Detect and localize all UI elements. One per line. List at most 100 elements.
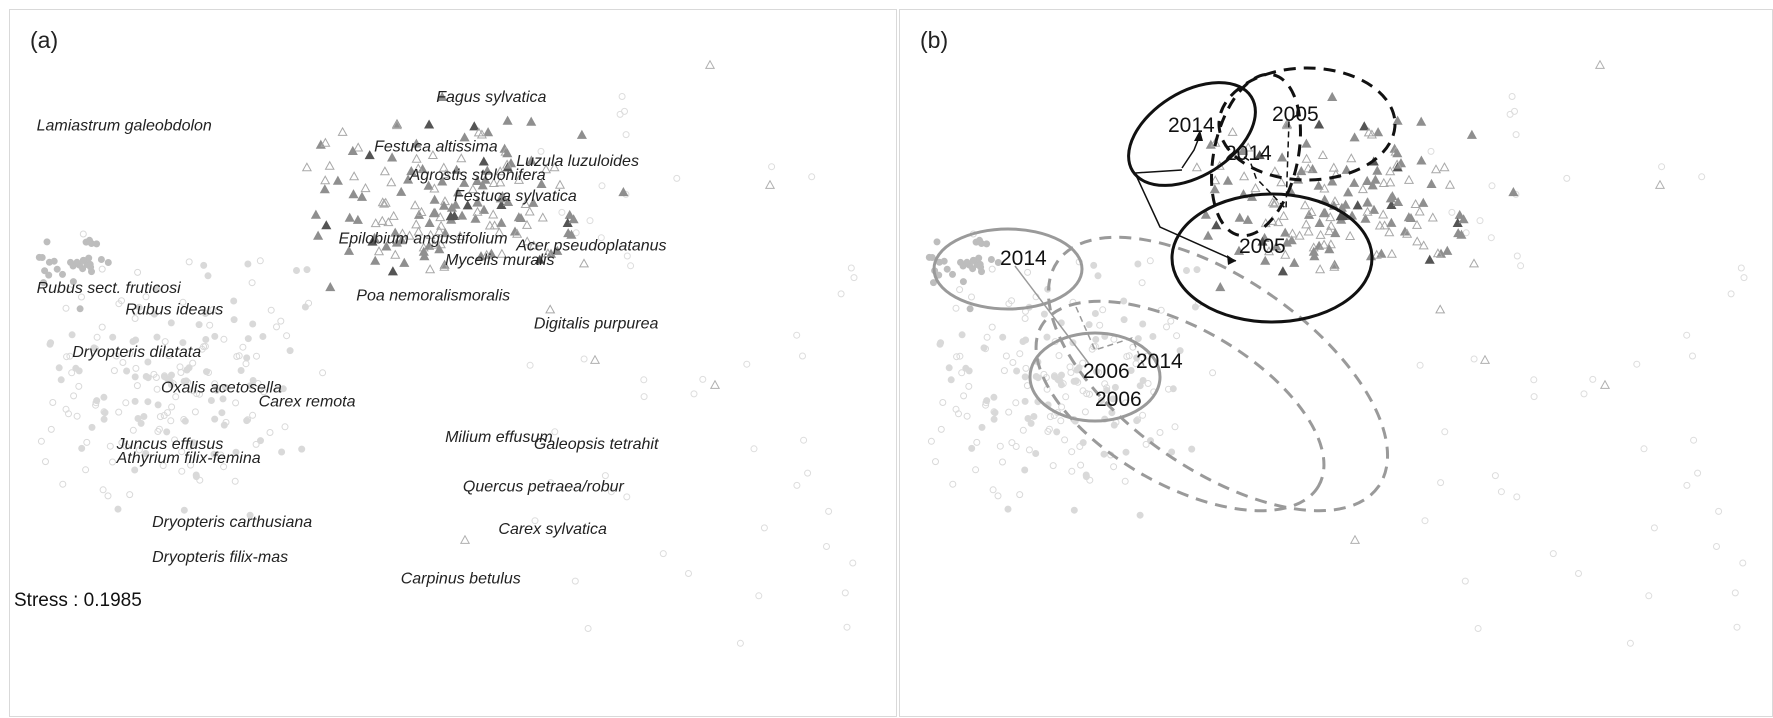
site-point bbox=[736, 639, 744, 647]
site-point bbox=[249, 320, 257, 328]
site-point bbox=[1448, 208, 1456, 216]
site-point bbox=[68, 331, 76, 339]
site-point bbox=[320, 137, 331, 147]
site-point bbox=[434, 225, 445, 236]
site-point bbox=[144, 374, 152, 382]
site-point bbox=[1000, 367, 1008, 375]
site-point bbox=[1094, 272, 1102, 280]
species-label: Dryopteris carthusiana bbox=[152, 514, 312, 531]
site-point bbox=[1077, 461, 1085, 469]
site-point bbox=[248, 279, 256, 287]
site-point bbox=[949, 480, 957, 488]
site-point bbox=[1454, 209, 1465, 219]
site-point bbox=[522, 236, 533, 246]
site-point bbox=[999, 458, 1006, 466]
site-point bbox=[1427, 147, 1435, 155]
site-point bbox=[1057, 381, 1065, 389]
site-point bbox=[403, 174, 414, 184]
site-point bbox=[1013, 367, 1021, 375]
site-point bbox=[1313, 180, 1324, 190]
site-point bbox=[161, 338, 169, 346]
site-point bbox=[456, 153, 467, 163]
site-point bbox=[659, 550, 667, 558]
site-point bbox=[1427, 212, 1438, 222]
site-point bbox=[1200, 209, 1211, 219]
site-point bbox=[1416, 361, 1424, 369]
site-point bbox=[396, 235, 407, 245]
site-point bbox=[1508, 186, 1519, 197]
site-point bbox=[1371, 249, 1382, 259]
site-point bbox=[1234, 212, 1245, 222]
site-point bbox=[768, 163, 776, 171]
site-point bbox=[1250, 182, 1261, 193]
site-point bbox=[1168, 448, 1176, 456]
site-point bbox=[1319, 183, 1330, 193]
site-point bbox=[618, 93, 626, 100]
site-point bbox=[83, 438, 91, 446]
site-point bbox=[278, 448, 286, 456]
site-point bbox=[1269, 166, 1280, 176]
site-point bbox=[356, 191, 368, 201]
site-point bbox=[1421, 517, 1429, 525]
site-point bbox=[1352, 200, 1363, 210]
site-point bbox=[1156, 429, 1164, 436]
site-point bbox=[1416, 155, 1427, 165]
site-point bbox=[1139, 377, 1147, 384]
site-point bbox=[1260, 255, 1271, 265]
site-point bbox=[59, 480, 67, 488]
site-point bbox=[1027, 419, 1035, 427]
ellipse-black-2014-dashed bbox=[1210, 72, 1302, 238]
site-point bbox=[43, 238, 51, 246]
site-point bbox=[513, 174, 525, 184]
site-point bbox=[377, 215, 388, 225]
site-point bbox=[1165, 385, 1172, 393]
site-point bbox=[167, 319, 175, 327]
site-point bbox=[956, 286, 964, 294]
site-point bbox=[253, 352, 260, 360]
site-point bbox=[416, 206, 427, 216]
site-point bbox=[1136, 382, 1144, 390]
site-point bbox=[1563, 174, 1571, 182]
species-label: Rubus sect. fruticosi bbox=[37, 280, 182, 297]
site-point bbox=[313, 230, 324, 240]
site-point bbox=[411, 153, 422, 163]
site-point bbox=[1530, 376, 1538, 384]
site-point bbox=[434, 244, 445, 254]
site-point bbox=[344, 212, 355, 222]
site-point bbox=[1306, 206, 1317, 216]
site-point bbox=[469, 121, 480, 131]
site-point bbox=[564, 209, 575, 219]
site-point bbox=[152, 374, 160, 381]
site-point bbox=[1737, 264, 1745, 272]
site-point bbox=[823, 543, 830, 550]
site-point bbox=[502, 115, 513, 125]
site-point bbox=[1183, 267, 1190, 274]
site-point bbox=[1227, 126, 1238, 136]
site-point bbox=[1633, 360, 1641, 368]
site-point bbox=[110, 367, 118, 375]
site-point bbox=[242, 360, 250, 368]
site-point bbox=[825, 507, 833, 515]
species-label: Agrostis stolonifera bbox=[409, 167, 546, 184]
site-point bbox=[1346, 153, 1357, 163]
site-point bbox=[213, 386, 221, 394]
trajectory-grey-dashed bbox=[1075, 306, 1145, 367]
site-point bbox=[321, 220, 332, 230]
site-point bbox=[1418, 197, 1429, 207]
site-point bbox=[1286, 235, 1297, 245]
site-point bbox=[42, 458, 49, 466]
site-point bbox=[453, 187, 464, 197]
site-point bbox=[319, 369, 327, 377]
site-point bbox=[1325, 211, 1336, 222]
site-point bbox=[488, 177, 499, 187]
site-point bbox=[259, 333, 267, 340]
site-point bbox=[370, 255, 381, 265]
site-point bbox=[134, 268, 142, 276]
site-point bbox=[1173, 332, 1181, 340]
site-point bbox=[1594, 59, 1606, 69]
site-point bbox=[1315, 264, 1326, 274]
site-point bbox=[955, 410, 962, 418]
site-point bbox=[1384, 227, 1395, 237]
site-point bbox=[1067, 369, 1075, 376]
site-point bbox=[267, 306, 275, 314]
